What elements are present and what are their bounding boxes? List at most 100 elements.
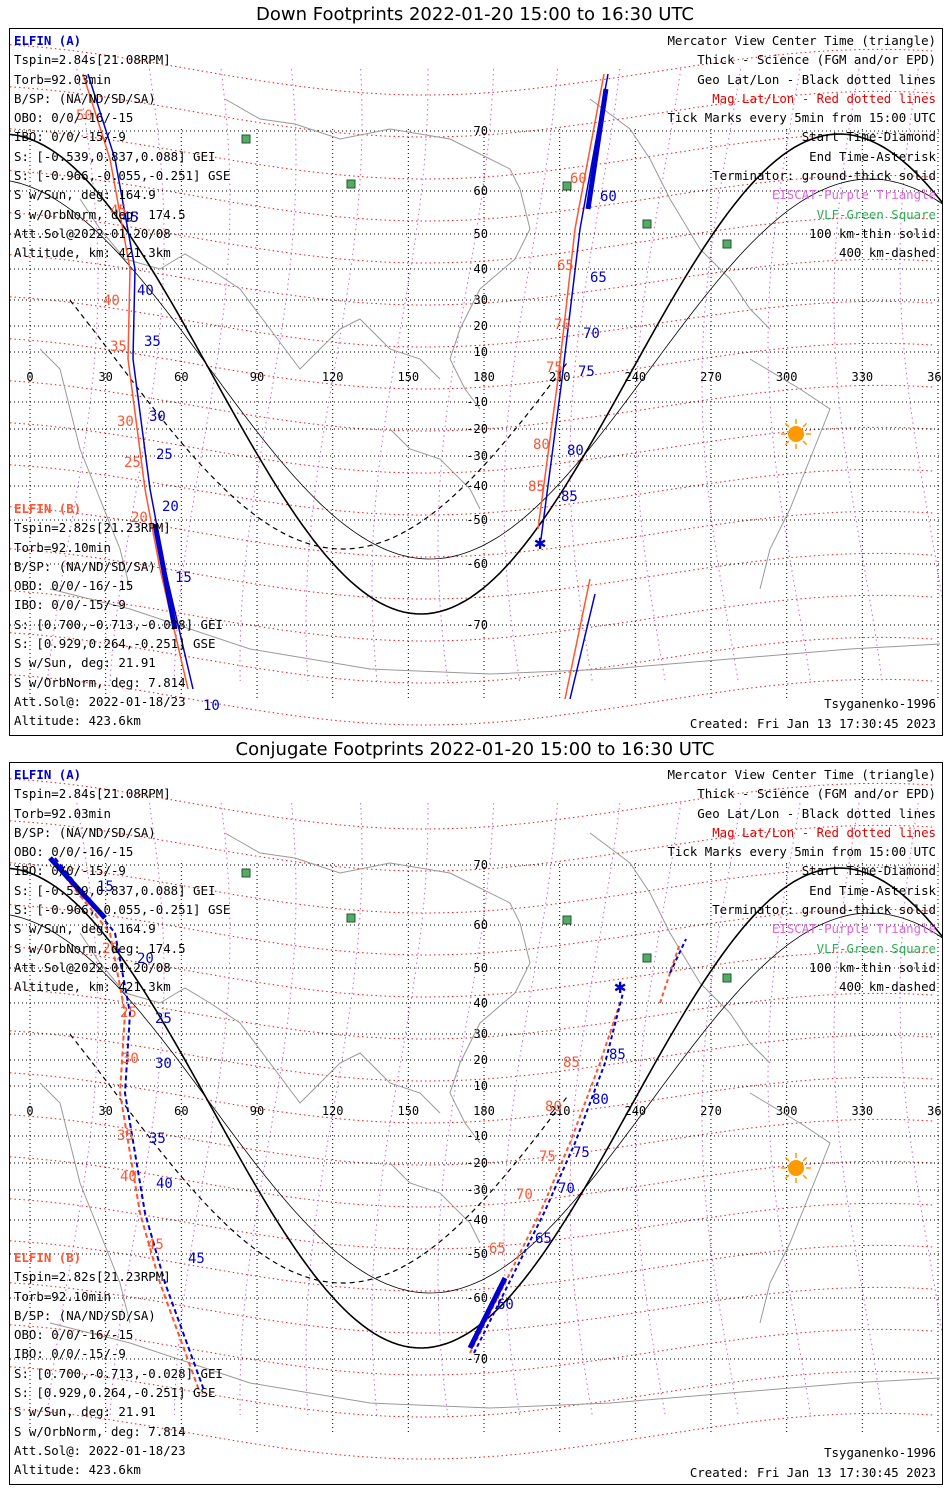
- tick-label-elfin-b: 35: [110, 339, 127, 355]
- lat-label: -50: [466, 1247, 488, 1261]
- lat-label: 30: [474, 1027, 488, 1041]
- mag-lon-line: [239, 802, 297, 1416]
- map-canvas: 0306090120150180210240270300330360706050…: [10, 44, 942, 726]
- lon-label: 270: [700, 1104, 722, 1118]
- vlf-station: [722, 973, 732, 983]
- panel1-title: Down Footprints 2022-01-20 15:00 to 16:3…: [256, 4, 694, 25]
- tick-label-elfin-a: 30: [155, 1056, 172, 1072]
- tick-label-elfin-a: 60: [497, 1297, 514, 1313]
- tick-label-elfin-b: 75: [539, 1149, 556, 1165]
- elfin-a-line: S: [-0.539,0.837,0.088] GEI: [14, 148, 216, 164]
- elfin-a-line: S w/OrbNorm, deg: 174.5: [14, 940, 186, 956]
- legend-item: 400 km-dashed: [839, 979, 936, 995]
- elfin-a-name: ELFIN (A): [14, 767, 82, 782]
- vlf-station: [722, 239, 732, 249]
- lon-label: 180: [473, 370, 495, 384]
- tick-label-elfin-a: 65: [535, 1231, 552, 1247]
- tick-label-elfin-b: 40: [120, 1169, 137, 1185]
- model-label: Tsyganenko-1996: [824, 696, 936, 711]
- elfin-b-line: B/SP: (NA/ND/SD/SA): [14, 1307, 156, 1323]
- lat-label: 10: [474, 345, 488, 359]
- legend-item: Thick - Science (FGM and/or EPD): [697, 786, 936, 802]
- coastline: [224, 98, 531, 410]
- terminator-ground: [10, 867, 942, 1349]
- tick-label-elfin-a: 20: [162, 499, 179, 515]
- coastline: [389, 428, 481, 510]
- map-canvas: 0306090120150180210240270300330360706050…: [10, 778, 942, 1460]
- lat-label: -60: [466, 1291, 488, 1305]
- elfin-a-science-2: [585, 88, 609, 210]
- lat-label: -20: [466, 1156, 488, 1170]
- legend: Mercator View Center Time (triangle) Thic…: [667, 31, 936, 263]
- vlf-station: [241, 134, 251, 144]
- terminator-ground: [10, 133, 942, 615]
- mag-lon-line: [239, 68, 297, 682]
- tick-label-elfin-b: 25: [124, 455, 141, 471]
- coastline: [39, 1082, 131, 1324]
- tick-label-elfin-a: 15: [97, 879, 114, 895]
- elfin-b-line: IBO: 0/0/-15/-9: [14, 597, 126, 613]
- elfin-b-line: S: [0.700,-0.713,-0.028] GEI: [14, 616, 223, 632]
- conjugate-footprints-map: 0306090120150180210240270300330360706050…: [9, 762, 943, 1485]
- legend-item: End Time-Asterisk: [809, 148, 936, 164]
- lon-label: 0: [26, 1104, 33, 1118]
- lon-label: 150: [397, 370, 419, 384]
- tick-label-elfin-a: 40: [156, 1176, 173, 1192]
- created-label: Created: Fri Jan 13 17:30:45 2023: [689, 1465, 936, 1480]
- elfin-a-line: Torb=92.03min: [14, 805, 111, 821]
- elfin-b-line: OBO: 0/0/-16/-15: [14, 1327, 134, 1343]
- elfin-a-line: S w/Sun, deg: 164.9: [14, 921, 156, 937]
- coastline: [224, 832, 531, 1144]
- tick-label-elfin-a: 10: [203, 698, 220, 714]
- elfin-b-line: Tspin=2.82s[21.23RPM]: [14, 1269, 171, 1285]
- elfin-b-line: Att.Sol@: 2022-01-18/23: [14, 1442, 186, 1458]
- tick-label-elfin-b: 50: [76, 108, 93, 124]
- legend-item: Geo Lat/Lon - Black dotted lines: [697, 805, 936, 821]
- coastline: [749, 358, 831, 590]
- legend-item: 100 km-thin solid: [809, 959, 936, 975]
- elfin-a-line: Att.Sol@2022-01-20/08: [14, 959, 171, 975]
- tick-label-elfin-b: 20: [102, 941, 119, 957]
- lat-label: -10: [466, 1129, 488, 1143]
- elfin-a-name: ELFIN (A): [14, 33, 82, 48]
- lat-label: -60: [466, 557, 488, 571]
- lat-label: 50: [474, 961, 488, 975]
- elfin-b-name: ELFIN (B): [14, 1250, 82, 1265]
- vlf-station: [346, 913, 356, 923]
- elfin-a-info: ELFIN (A) Tspin=2.84s[21.08RPM] Torb=92.03…: [14, 31, 230, 263]
- model-label: Tsyganenko-1996: [824, 1445, 936, 1460]
- legend-item: Start Time-Diamond: [801, 129, 936, 145]
- tick-label-elfin-a: 15: [175, 570, 192, 586]
- elfin-a-line: S: [-0.966,-0.055,-0.251] GSE: [14, 168, 231, 184]
- elfin-a-track: [54, 857, 206, 1394]
- tick-label-elfin-b: 85: [528, 479, 545, 495]
- elfin-b-line: Altitude: 423.6km: [14, 713, 141, 729]
- elfin-a-line: S w/OrbNorm, deg: 174.5: [14, 206, 186, 222]
- coastline: [49, 1322, 941, 1409]
- elfin-a-line: OBO: 0/0/-16/-15: [14, 844, 134, 860]
- created-label: Created: Fri Jan 13 17:30:45 2023: [689, 716, 936, 731]
- svg-text:✱: ✱: [534, 530, 546, 554]
- down-footprints-map: 0306090120150180210240270300330360706050…: [9, 28, 943, 736]
- lat-label: -50: [466, 513, 488, 527]
- legend-item: Terminator: ground-thick solid: [712, 168, 936, 184]
- vlf-station: [562, 915, 572, 925]
- tick-label-elfin-a: 40: [137, 283, 154, 299]
- elfin-b-line: Torb=92.10min: [14, 539, 111, 555]
- tick-label-elfin-b: 35: [117, 1128, 134, 1144]
- terminator-400km: [69, 1033, 569, 1284]
- tick-label-elfin-a: 35: [149, 1131, 166, 1147]
- tick-label-elfin-a: 20: [137, 951, 154, 967]
- lon-label: 90: [250, 1104, 264, 1118]
- tick-label-elfin-b: 65: [557, 258, 574, 274]
- legend-item: End Time-Asterisk: [809, 882, 936, 898]
- tick-label-elfin-b: 75: [546, 360, 563, 376]
- elfin-b-line: S: [0.929,0.264,-0.251] GSE: [14, 1385, 216, 1401]
- elfin-a-line: IBO: 0/0/-15/-9: [14, 129, 126, 145]
- lat-label: 20: [474, 1053, 488, 1067]
- vlf-station: [562, 181, 572, 191]
- tick-label-elfin-b: 80: [545, 1099, 562, 1115]
- elfin-b-line: OBO: 0/0/-16/-15: [14, 578, 134, 594]
- tick-label-elfin-b: 40: [103, 293, 120, 309]
- tick-label-elfin-a: 85: [609, 1047, 626, 1063]
